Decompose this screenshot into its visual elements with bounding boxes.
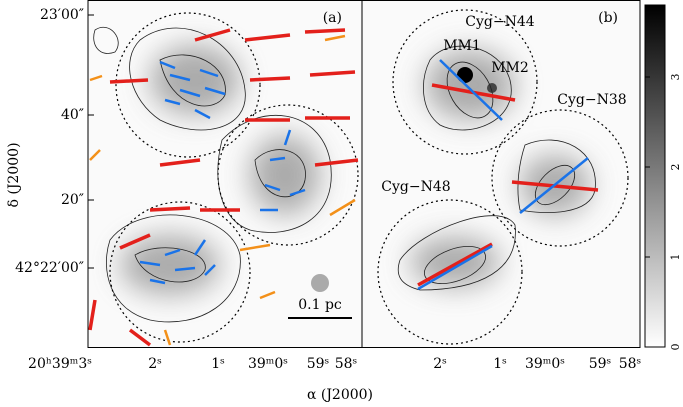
y-tick-label: 23′00″ xyxy=(40,7,84,23)
colorbar-tick-label: 0 xyxy=(669,344,682,351)
panel-b xyxy=(362,0,640,347)
source-label: MM1 xyxy=(443,38,481,54)
panel-label: (a) xyxy=(323,10,342,26)
y-tick-label: 20″ xyxy=(61,192,84,208)
scale-bar-label: 0.1 pc xyxy=(298,297,342,313)
colorbar xyxy=(644,4,666,348)
y-tick-label: 40″ xyxy=(61,107,84,123)
panel-label: (b) xyxy=(598,10,618,26)
colorbar-tick-label: 2 xyxy=(669,164,682,171)
x-tick-label: 59ˢ xyxy=(589,356,612,372)
x-tick-label: 2ˢ xyxy=(148,356,162,372)
colorbar-tick-label: 1 xyxy=(669,254,682,261)
source-label: Cyg−N48 xyxy=(381,179,450,195)
source-label: Cyg−N44 xyxy=(465,14,534,30)
source-label: MM2 xyxy=(491,60,529,76)
panel-a xyxy=(88,0,362,347)
x-tick-label: 39ᵐ0ˢ xyxy=(525,356,565,372)
x-axis-label: α (J2000) xyxy=(307,387,373,403)
x-tick-label: 1ˢ xyxy=(493,356,507,372)
x-tick-label: 58ˢ xyxy=(335,356,358,372)
x-tick-label: 39ᵐ0ˢ xyxy=(248,356,288,372)
x-tick-label: 20ʰ39ᵐ3ˢ xyxy=(28,356,92,372)
x-tick-label: 59ˢ xyxy=(307,356,330,372)
x-tick-label: 1ˢ xyxy=(211,356,225,372)
x-tick-label: 2ˢ xyxy=(433,356,447,372)
colorbar-tick-label: 3 xyxy=(669,74,682,81)
y-axis-label: δ (J2000) xyxy=(6,142,22,207)
y-tick-label: 42°22′00″ xyxy=(15,260,84,276)
x-tick-label: 58ˢ xyxy=(619,356,642,372)
source-label: Cyg−N38 xyxy=(557,92,626,108)
